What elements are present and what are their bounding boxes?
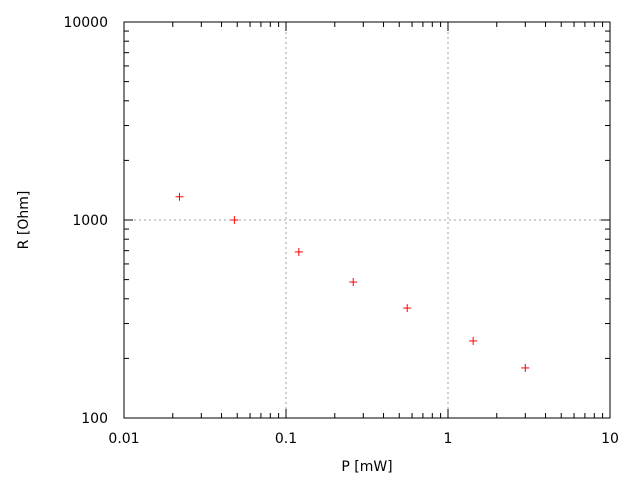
data-point (230, 216, 239, 224)
plot-border (123, 21, 611, 419)
data-point (403, 304, 412, 313)
grid (124, 22, 610, 418)
ticks (123, 21, 611, 419)
y-tick-label: 10000 (63, 15, 108, 31)
data-point (521, 363, 530, 372)
y-axis-label: R [Ohm] (16, 191, 32, 250)
y-tick-labels: 100 1000 10000 (63, 15, 108, 427)
data-point (175, 192, 184, 201)
data-point (469, 336, 478, 345)
data-point (294, 247, 303, 256)
x-axis-label: P [mW] (341, 459, 392, 475)
x-tick-labels: 0.01 0.1 1 10 (108, 431, 619, 447)
x-tick-label: 0.01 (108, 431, 139, 447)
x-tick-label: 10 (601, 431, 619, 447)
y-tick-label: 100 (81, 411, 108, 427)
x-tick-label: 1 (444, 431, 453, 447)
data-point (349, 278, 358, 287)
x-tick-label: 0.1 (275, 431, 297, 447)
data-points (175, 192, 530, 372)
y-tick-label: 1000 (72, 213, 108, 229)
